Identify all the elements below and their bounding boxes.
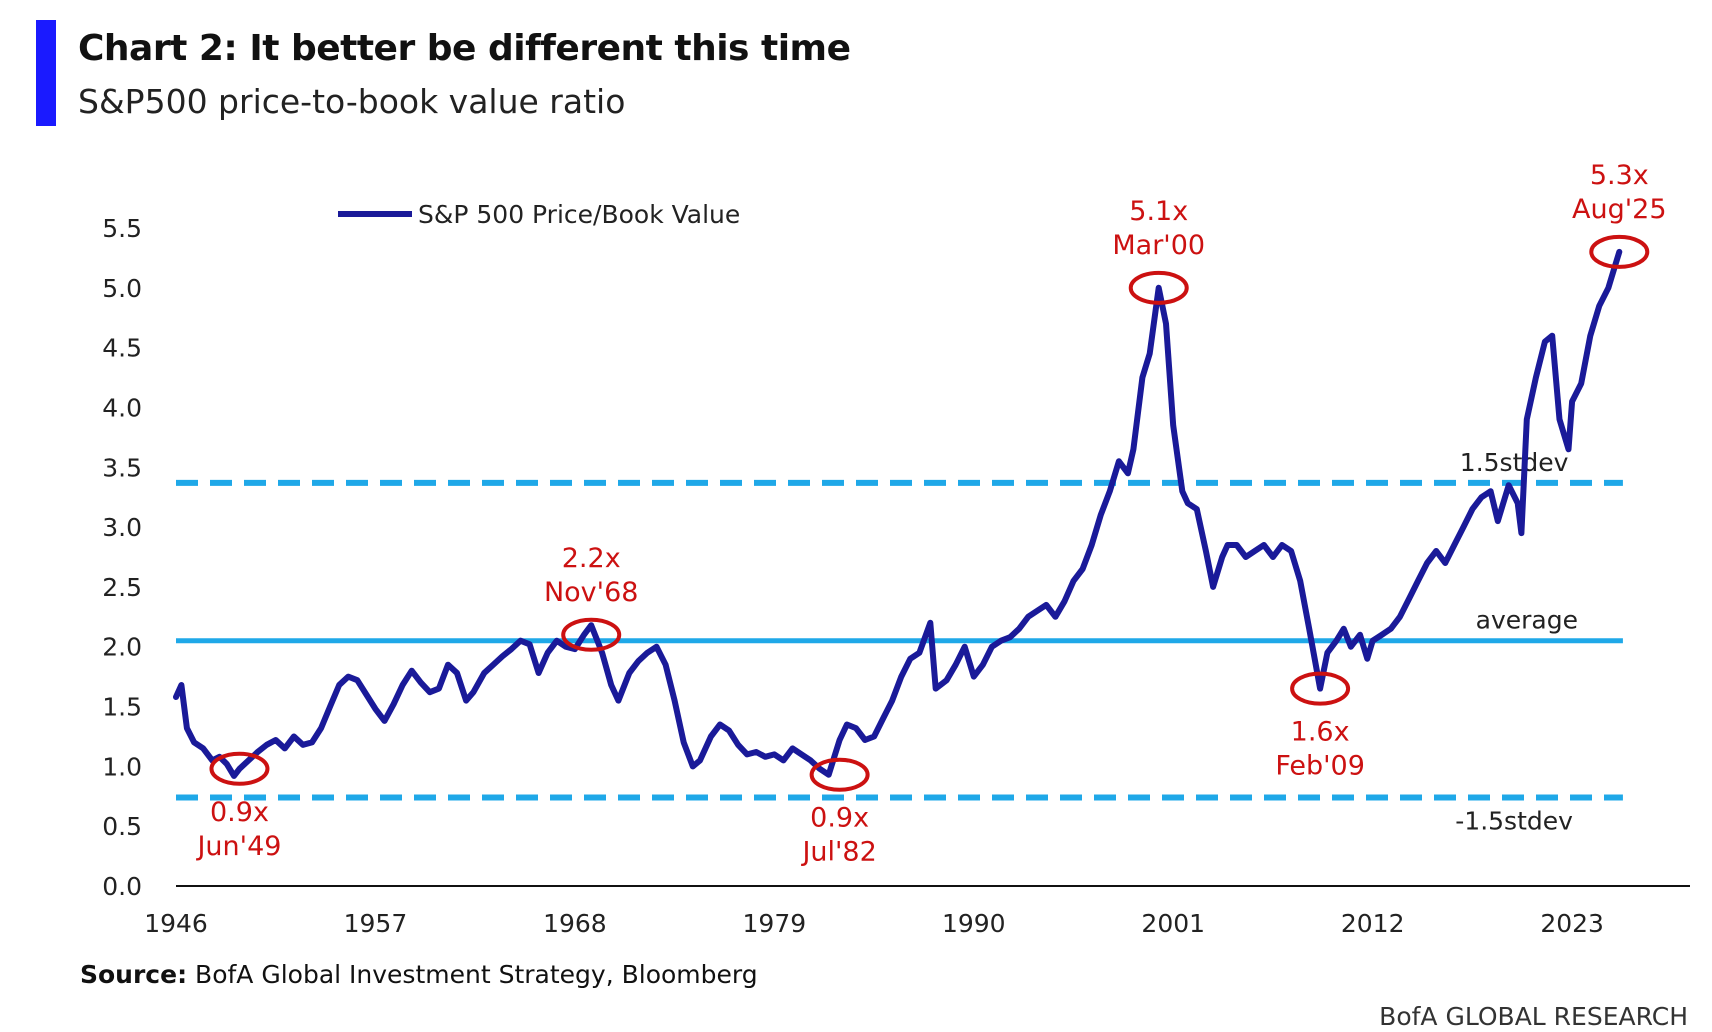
x-axis-ticks: 1946 1957 1968 1979 1990 2001 2012 2023 <box>144 909 1604 938</box>
annotation-value-label: 0.9x <box>210 797 269 828</box>
annotation-circle-mar00 <box>1128 270 1189 305</box>
annotation-date-label: Mar'00 <box>1112 230 1205 261</box>
annotation-date-label: Jul'82 <box>800 837 876 868</box>
y-tick-label: 1.5 <box>102 693 142 722</box>
x-tick-label: 2023 <box>1540 909 1604 938</box>
legend-label: S&P 500 Price/Book Value <box>418 200 740 229</box>
annotation-date-label: Jun'49 <box>195 831 281 862</box>
reference-lines: 1.5stdev average -1.5stdev <box>176 448 1623 835</box>
y-tick-label: 5.0 <box>102 274 142 303</box>
source-label: Source: <box>80 960 188 989</box>
annotation-date-label: Aug'25 <box>1572 194 1667 225</box>
y-tick-label: 3.5 <box>102 453 142 482</box>
x-tick-label: 2001 <box>1141 909 1205 938</box>
reference-line-label: 1.5stdev <box>1460 448 1569 477</box>
annotation-value-label: 5.1x <box>1129 196 1188 227</box>
series-line <box>173 248 1623 779</box>
y-tick-label: 2.0 <box>102 633 142 662</box>
x-tick-label: 1968 <box>543 909 607 938</box>
annotation-date-label: Feb'09 <box>1275 751 1365 782</box>
title-accent-bar <box>36 20 56 126</box>
legend: S&P 500 Price/Book Value <box>338 200 740 229</box>
x-tick-label: 1979 <box>743 909 807 938</box>
annotation-value-label: 5.3x <box>1590 160 1649 191</box>
annotation-circle-feb09 <box>1290 671 1351 706</box>
y-tick-label: 4.0 <box>102 393 142 422</box>
chart-subtitle: S&P500 price-to-book value ratio <box>78 82 626 121</box>
x-tick-label: 2012 <box>1341 909 1405 938</box>
reference-line-label: average <box>1476 606 1578 635</box>
source-note: Source: BofA Global Investment Strategy,… <box>80 960 758 989</box>
annotations: 0.9xJun'492.2xNov'680.9xJul'825.1xMar'00… <box>195 160 1666 868</box>
y-tick-label: 1.0 <box>102 752 142 781</box>
y-tick-label: 2.5 <box>102 573 142 602</box>
source-text: BofA Global Investment Strategy, Bloombe… <box>195 960 758 989</box>
chart-title: Chart 2: It better be different this tim… <box>78 28 851 69</box>
y-tick-label: 5.5 <box>102 214 142 243</box>
annotation-circle-jul82 <box>809 757 870 792</box>
brand-footer: BofA GLOBAL RESEARCH <box>1379 1002 1688 1031</box>
x-tick-label: 1957 <box>344 909 408 938</box>
series-layer <box>173 248 1623 779</box>
y-tick-label: 0.5 <box>102 812 142 841</box>
annotation-circle-jun49 <box>209 751 270 786</box>
annotation-date-label: Nov'68 <box>544 577 638 608</box>
annotation-circle-aug25 <box>1589 234 1650 269</box>
x-tick-label: 1946 <box>144 909 208 938</box>
y-tick-label: 0.0 <box>102 872 142 901</box>
y-tick-label: 4.5 <box>102 334 142 363</box>
annotation-value-label: 2.2x <box>562 543 621 574</box>
reference-line-label: -1.5stdev <box>1455 806 1573 835</box>
annotation-value-label: 0.9x <box>810 803 869 834</box>
y-tick-label: 3.0 <box>102 513 142 542</box>
annotation-value-label: 1.6x <box>1291 717 1350 748</box>
annotation-circle-nov68 <box>561 617 622 652</box>
x-tick-label: 1990 <box>942 909 1006 938</box>
y-axis-ticks: 0.0 0.5 1.0 1.5 2.0 2.5 3.0 3.5 4.0 4.5 5.0 5.5 <box>102 214 142 901</box>
